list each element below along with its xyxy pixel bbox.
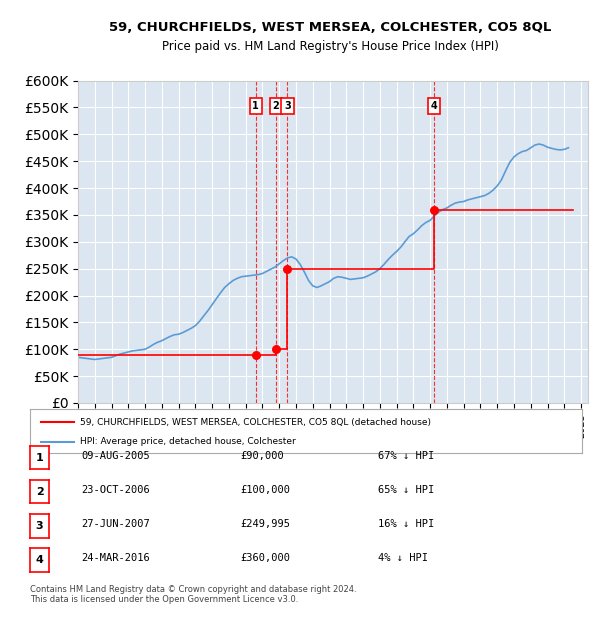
Point bbox=[429, 205, 439, 215]
Text: £100,000: £100,000 bbox=[240, 485, 290, 495]
Text: 09-AUG-2005: 09-AUG-2005 bbox=[81, 451, 150, 461]
Text: 1: 1 bbox=[36, 453, 43, 463]
Text: 59, CHURCHFIELDS, WEST MERSEA, COLCHESTER, CO5 8QL: 59, CHURCHFIELDS, WEST MERSEA, COLCHESTE… bbox=[109, 22, 551, 34]
Text: 23-OCT-2006: 23-OCT-2006 bbox=[81, 485, 150, 495]
Text: Price paid vs. HM Land Registry's House Price Index (HPI): Price paid vs. HM Land Registry's House … bbox=[161, 40, 499, 53]
Text: 27-JUN-2007: 27-JUN-2007 bbox=[81, 519, 150, 529]
Text: £360,000: £360,000 bbox=[240, 553, 290, 563]
Text: 2: 2 bbox=[36, 487, 43, 497]
Text: 2: 2 bbox=[272, 102, 280, 112]
Text: £90,000: £90,000 bbox=[240, 451, 284, 461]
Text: 4% ↓ HPI: 4% ↓ HPI bbox=[378, 553, 428, 563]
Text: 3: 3 bbox=[36, 521, 43, 531]
Text: 59, CHURCHFIELDS, WEST MERSEA, COLCHESTER, CO5 8QL (detached house): 59, CHURCHFIELDS, WEST MERSEA, COLCHESTE… bbox=[80, 418, 431, 427]
Text: 1: 1 bbox=[253, 102, 259, 112]
Text: 16% ↓ HPI: 16% ↓ HPI bbox=[378, 519, 434, 529]
Text: HPI: Average price, detached house, Colchester: HPI: Average price, detached house, Colc… bbox=[80, 437, 295, 446]
Text: 3: 3 bbox=[284, 102, 291, 112]
Text: 65% ↓ HPI: 65% ↓ HPI bbox=[378, 485, 434, 495]
Text: 4: 4 bbox=[35, 555, 44, 565]
Point bbox=[271, 344, 281, 354]
Point bbox=[251, 350, 260, 360]
Text: £249,995: £249,995 bbox=[240, 519, 290, 529]
Text: 67% ↓ HPI: 67% ↓ HPI bbox=[378, 451, 434, 461]
Text: 4: 4 bbox=[431, 102, 437, 112]
Text: Contains HM Land Registry data © Crown copyright and database right 2024.
This d: Contains HM Land Registry data © Crown c… bbox=[30, 585, 356, 604]
Text: 24-MAR-2016: 24-MAR-2016 bbox=[81, 553, 150, 563]
Point bbox=[283, 264, 292, 273]
